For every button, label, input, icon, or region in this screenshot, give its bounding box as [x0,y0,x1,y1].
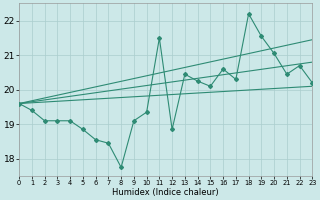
X-axis label: Humidex (Indice chaleur): Humidex (Indice chaleur) [112,188,219,197]
